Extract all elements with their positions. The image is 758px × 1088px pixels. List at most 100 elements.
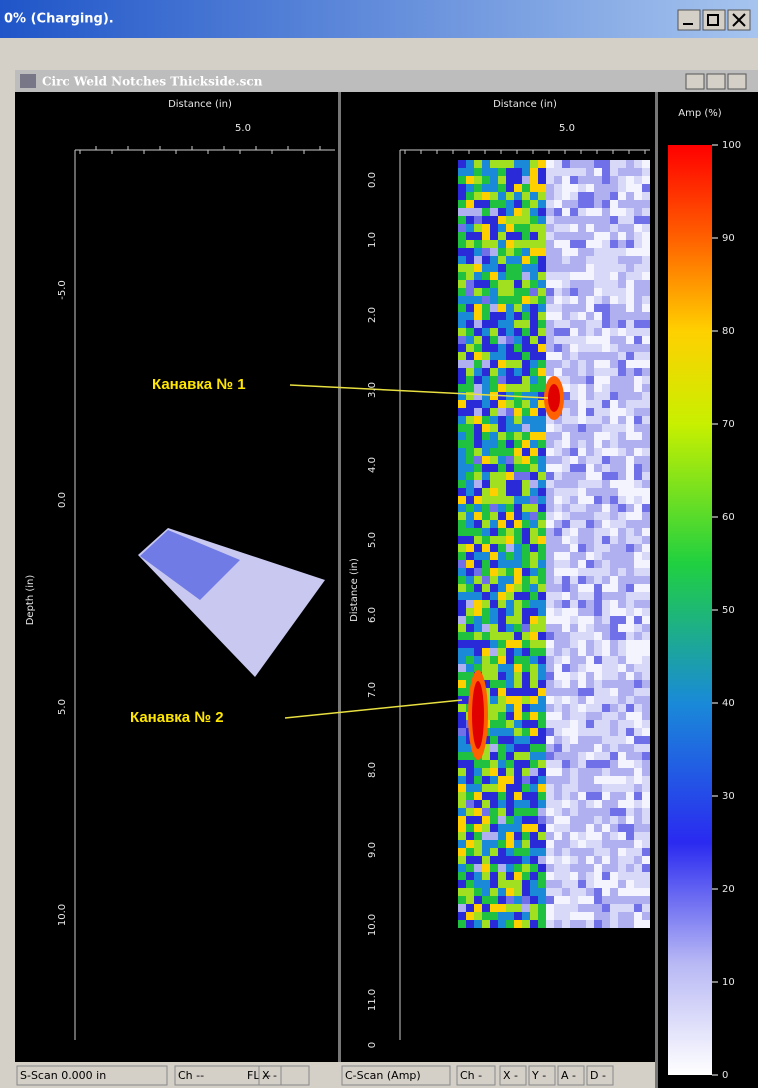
c-scan-cell: [458, 488, 466, 496]
c-scan-cell: [490, 912, 498, 920]
c-scan-cell: [570, 192, 578, 200]
c-scan-cell: [618, 504, 626, 512]
c-scan-cell: [554, 560, 562, 568]
c-scan-cell: [514, 840, 522, 848]
c-scan-cell: [586, 888, 594, 896]
c-scan-cell: [458, 384, 466, 392]
c-scan-cell: [514, 256, 522, 264]
c-scan-cell: [474, 632, 482, 640]
c-scan-cell: [458, 640, 466, 648]
s-scan-top-tick-label: 5.0: [235, 123, 251, 134]
c-scan-cell: [578, 488, 586, 496]
c-scan-cell: [530, 608, 538, 616]
c-scan-cell: [578, 576, 586, 584]
c-scan-cell: [594, 608, 602, 616]
c-scan-cell: [618, 600, 626, 608]
c-scan-cell: [554, 160, 562, 168]
c-scan-cell: [586, 800, 594, 808]
c-scan-cell: [538, 224, 546, 232]
c-scan-cell: [522, 792, 530, 800]
c-scan-cell: [514, 464, 522, 472]
c-scan-cell: [474, 600, 482, 608]
c-scan-cell: [594, 352, 602, 360]
c-scan-cell: [482, 856, 490, 864]
c-scan-cell: [626, 224, 634, 232]
c-scan-cell: [482, 592, 490, 600]
doc-maximize-button[interactable]: [707, 74, 725, 89]
c-scan-cell: [530, 712, 538, 720]
c-scan-cell: [474, 792, 482, 800]
c-scan-cell: [458, 560, 466, 568]
c-scan-cell: [482, 528, 490, 536]
c-scan-cell: [514, 440, 522, 448]
c-scan-cell: [490, 328, 498, 336]
c-scan-cell: [474, 584, 482, 592]
c-scan-cell: [466, 256, 474, 264]
c-scan-cell: [570, 464, 578, 472]
c-scan-cell: [570, 688, 578, 696]
c-scan-cell: [474, 656, 482, 664]
c-scan-cell: [602, 896, 610, 904]
c-scan-cell: [554, 336, 562, 344]
c-scan-cell: [626, 560, 634, 568]
c-scan-cell: [634, 648, 642, 656]
window-buttons[interactable]: [678, 10, 750, 30]
c-scan-cell: [554, 576, 562, 584]
c-scan-cell: [530, 424, 538, 432]
c-scan-cell: [586, 640, 594, 648]
c-scan-cell: [482, 616, 490, 624]
c-scan-cell: [482, 216, 490, 224]
c-scan-cell: [642, 392, 650, 400]
c-scan-cell: [482, 768, 490, 776]
c-scan-cell: [562, 704, 570, 712]
c-scan-cell: [586, 552, 594, 560]
c-scan-cell: [498, 224, 506, 232]
c-scan-cell: [538, 328, 546, 336]
c-scan-cell: [538, 680, 546, 688]
c-scan-cell: [490, 744, 498, 752]
c-scan-cell: [530, 784, 538, 792]
c-scan-cell: [506, 856, 514, 864]
c-scan-cell: [634, 688, 642, 696]
c-scan-cell: [570, 800, 578, 808]
c-scan-cell: [610, 424, 618, 432]
c-scan-cell: [626, 392, 634, 400]
c-scan-cell: [514, 736, 522, 744]
c-scan-cell: [634, 408, 642, 416]
c-scan-cell: [634, 272, 642, 280]
c-scan-cell: [626, 824, 634, 832]
c-scan-cell: [458, 456, 466, 464]
c-scan-cell: [538, 616, 546, 624]
document-buttons[interactable]: [686, 74, 746, 89]
c-scan-cell: [586, 480, 594, 488]
c-scan-cell: [618, 480, 626, 488]
c-scan-cell: [490, 416, 498, 424]
c-scan-cell: [514, 592, 522, 600]
c-scan-cell: [538, 256, 546, 264]
c-scan-cell: [618, 880, 626, 888]
restore-button[interactable]: [703, 10, 725, 30]
c-scan-cell: [530, 920, 538, 928]
c-scan-cell: [626, 336, 634, 344]
c-scan-cell: [594, 864, 602, 872]
doc-minimize-button[interactable]: [686, 74, 704, 89]
c-scan-cell: [474, 776, 482, 784]
c-scan-cell: [626, 776, 634, 784]
minimize-button[interactable]: [678, 10, 700, 30]
c-scan-cell: [594, 592, 602, 600]
c-scan-cell: [594, 472, 602, 480]
c-scan-cell: [482, 288, 490, 296]
c-scan-cell: [602, 904, 610, 912]
c-scan-cell: [642, 368, 650, 376]
c-scan-cell: [586, 592, 594, 600]
c-scan-cell: [546, 272, 554, 280]
c-scan-cell: [498, 640, 506, 648]
doc-close-button[interactable]: [728, 74, 746, 89]
c-scan-cell: [642, 208, 650, 216]
c-scan-cell: [514, 920, 522, 928]
c-scan-cell: [498, 552, 506, 560]
c-scan-cell: [498, 608, 506, 616]
c-scan-cell: [530, 776, 538, 784]
c-scan-cell: [498, 920, 506, 928]
c-scan-cell: [602, 848, 610, 856]
